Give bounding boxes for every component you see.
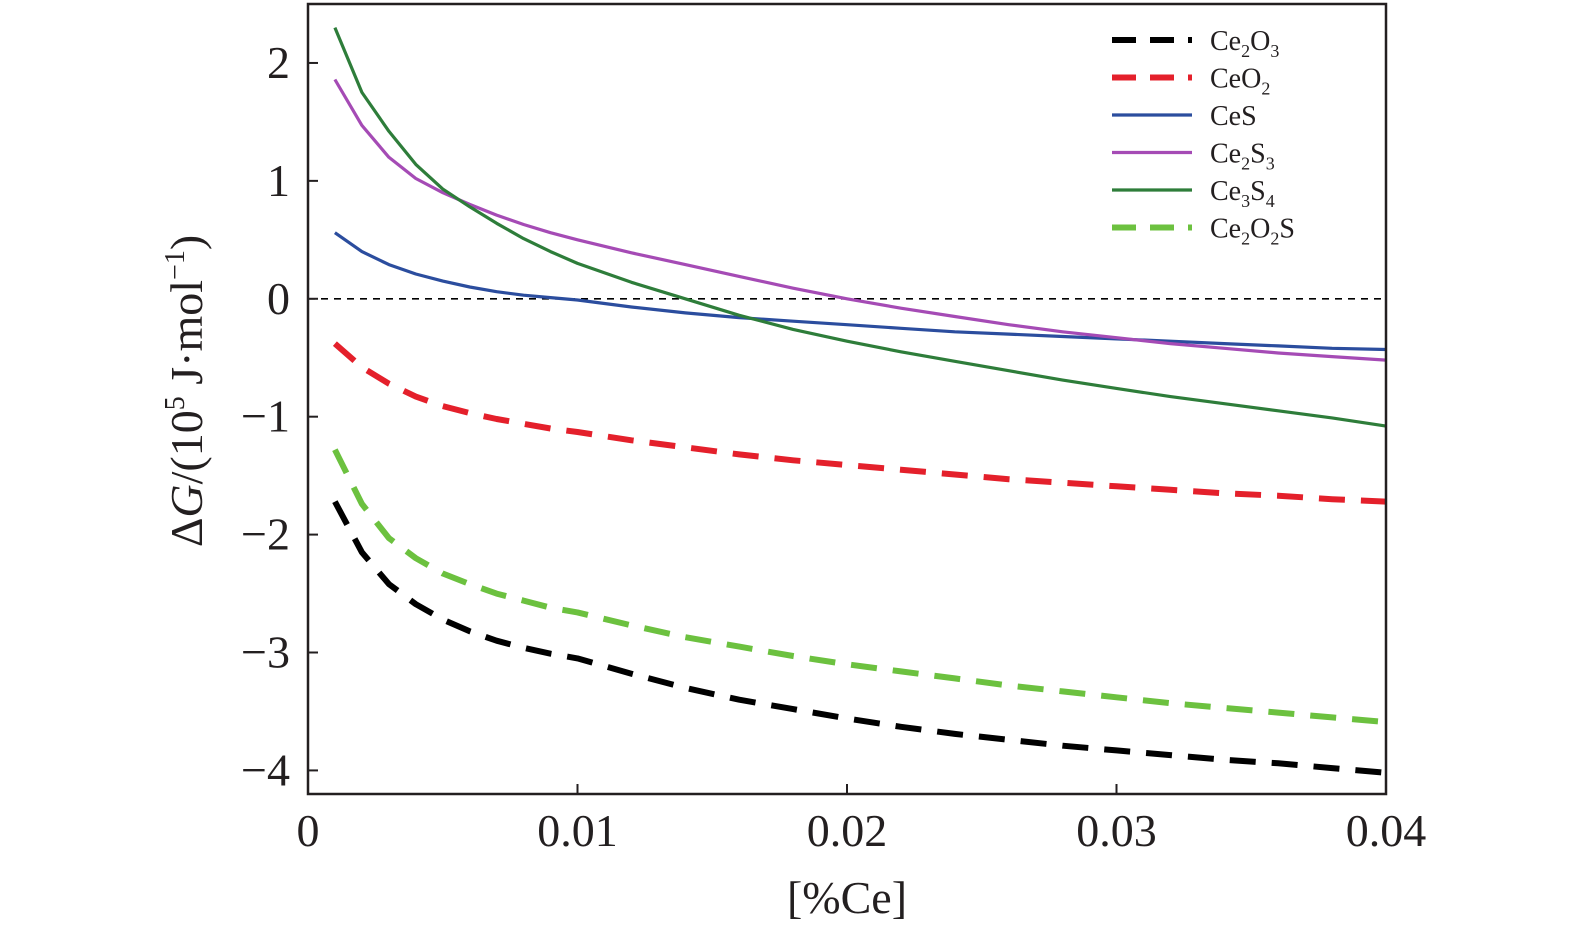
y-tick-label: 2 [267, 37, 290, 88]
legend-label: CeS [1210, 101, 1257, 132]
legend-entry-ces: CeS [1112, 101, 1257, 132]
y-tick-label: 1 [267, 155, 290, 206]
series-line-ceo2 [332, 341, 1387, 505]
legend-label: Ce2S3 [1210, 139, 1275, 174]
y-tick-label: −1 [241, 391, 290, 442]
x-tick-label: 0.01 [537, 805, 618, 856]
legend-entry-ce2o3: Ce2O3 [1112, 26, 1279, 61]
x-axis-title: [%Ce] [787, 872, 907, 923]
ticks-layer: 0 0.01 0.02 0.03 0.04 −4 −3 −2 −1 0 1 2 [241, 37, 1426, 856]
series-line-ce2s3 [333, 78, 1387, 362]
series-line-ces [333, 231, 1387, 352]
series-line-ce3s4 [333, 26, 1387, 428]
series-line-ce2o2s [332, 448, 1387, 726]
x-tick-label: 0.03 [1076, 805, 1157, 856]
y-tick-label: −4 [241, 744, 290, 795]
legend-label: Ce2O3 [1210, 26, 1279, 61]
y-tick-label: 0 [267, 273, 290, 324]
series-line-ce2o3 [332, 500, 1387, 776]
x-tick-label: 0.04 [1346, 805, 1427, 856]
x-tick-label: 0 [297, 805, 320, 856]
legend-label: Ce2O2S [1210, 214, 1295, 249]
legend-entry-ce3s4: Ce3S4 [1112, 176, 1275, 211]
legend-label: CeO2 [1210, 64, 1270, 99]
legend-entry-ce2s3: Ce2S3 [1112, 139, 1275, 174]
y-axis-title: ΔG/(105 J·mol−1) [160, 235, 212, 547]
legend-label: Ce3S4 [1210, 176, 1275, 211]
legend-entry-ce2o2s: Ce2O2S [1112, 214, 1295, 249]
y-tick-label: −3 [241, 627, 290, 678]
x-tick-label: 0.02 [807, 805, 888, 856]
legend-entry-ceo2: CeO2 [1112, 64, 1270, 99]
series-layer [332, 26, 1387, 776]
y-tick-label: −2 [241, 509, 290, 560]
